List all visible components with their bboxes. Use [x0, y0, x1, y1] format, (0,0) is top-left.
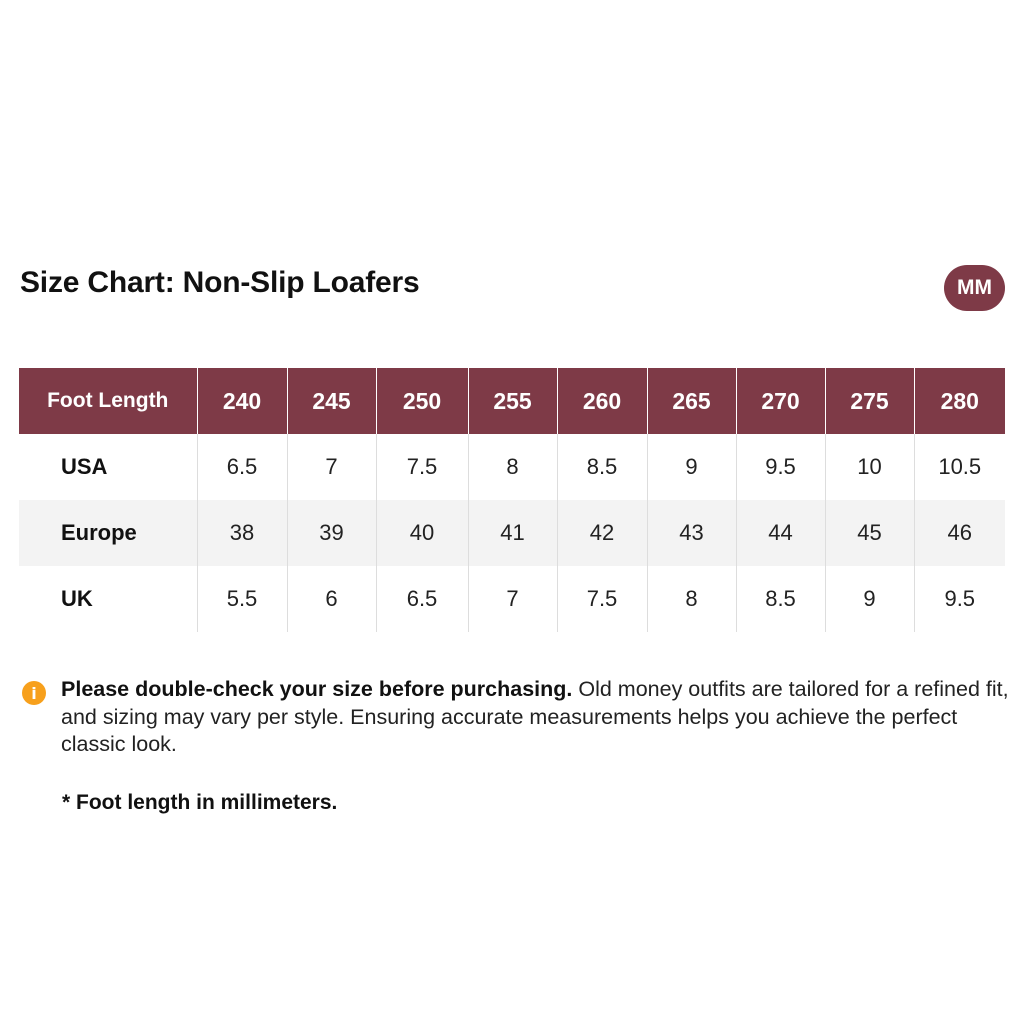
- row-label: UK: [61, 586, 93, 611]
- row-label: Europe: [19, 500, 197, 566]
- page-title: Size Chart: Non-Slip Loafers: [20, 266, 420, 299]
- table-cell: 8.5: [735, 566, 825, 632]
- header-cell: 245: [286, 368, 376, 434]
- table-cell: 42: [556, 500, 647, 566]
- table-cell: 45: [824, 500, 914, 566]
- size-table: Foot Length 240 245 250 255 260 265 270 …: [19, 368, 1005, 632]
- table-cell: 9: [824, 566, 914, 632]
- table-cell: 6: [286, 566, 376, 632]
- footnote: * Foot length in millimeters.: [62, 791, 338, 814]
- table-cell: 7.5: [375, 434, 468, 500]
- header-cell: 240: [196, 368, 287, 434]
- info-icon: i: [22, 681, 46, 705]
- header-cell: 250: [375, 368, 468, 434]
- table-row-usa: USA 6.5 7 7.5 8 8.5 9 9.5 10 10.5: [19, 434, 1005, 500]
- table-cell: 38: [196, 500, 287, 566]
- table-cell: 9: [646, 434, 736, 500]
- table-cell: 46: [913, 500, 1005, 566]
- note-bold-text: Please double-check your size before pur…: [61, 677, 573, 701]
- table-cell: 9.5: [735, 434, 825, 500]
- table-row-uk: UK 5.5 6 6.5 7 7.5 8 8.5 9 9.5: [19, 566, 1005, 632]
- table-row-europe: Europe 38 39 40 41 42 43 44 45 46: [19, 500, 1005, 566]
- table-cell: 10: [824, 434, 914, 500]
- table-cell: 43: [646, 500, 736, 566]
- unit-badge: MM: [944, 265, 1005, 311]
- table-cell: 8.5: [556, 434, 647, 500]
- table-cell: 44: [735, 500, 825, 566]
- table-cell: 41: [467, 500, 557, 566]
- table-cell: 6.5: [375, 566, 468, 632]
- header-cell: 270: [735, 368, 825, 434]
- table-cell: 7: [467, 566, 557, 632]
- header-cell-foot-length: Foot Length: [19, 368, 197, 434]
- table-cell: 10.5: [913, 434, 1005, 500]
- header-cell: 260: [556, 368, 647, 434]
- table-cell: 7: [286, 434, 376, 500]
- header-cell: 280: [913, 368, 1005, 434]
- table-cell: 40: [375, 500, 468, 566]
- note-body-text: Old money outfits are tailored for a ref…: [61, 677, 1009, 756]
- table-cell: 9.5: [913, 566, 1005, 632]
- header-cell: 275: [824, 368, 914, 434]
- table-cell: 8: [467, 434, 557, 500]
- header-row: Foot Length 240 245 250 255 260 265 270 …: [19, 368, 1005, 434]
- table-cell: 8: [646, 566, 736, 632]
- table-cell: 6.5: [196, 434, 287, 500]
- note-text: Please double-check your size before pur…: [61, 676, 1010, 759]
- row-label: USA: [61, 454, 108, 479]
- table-cell: 5.5: [196, 566, 287, 632]
- header-cell: 265: [646, 368, 736, 434]
- table-cell: 7.5: [556, 566, 647, 632]
- table-cell: 39: [286, 500, 376, 566]
- size-note: i Please double-check your size before p…: [20, 676, 1010, 759]
- header-cell: 255: [467, 368, 557, 434]
